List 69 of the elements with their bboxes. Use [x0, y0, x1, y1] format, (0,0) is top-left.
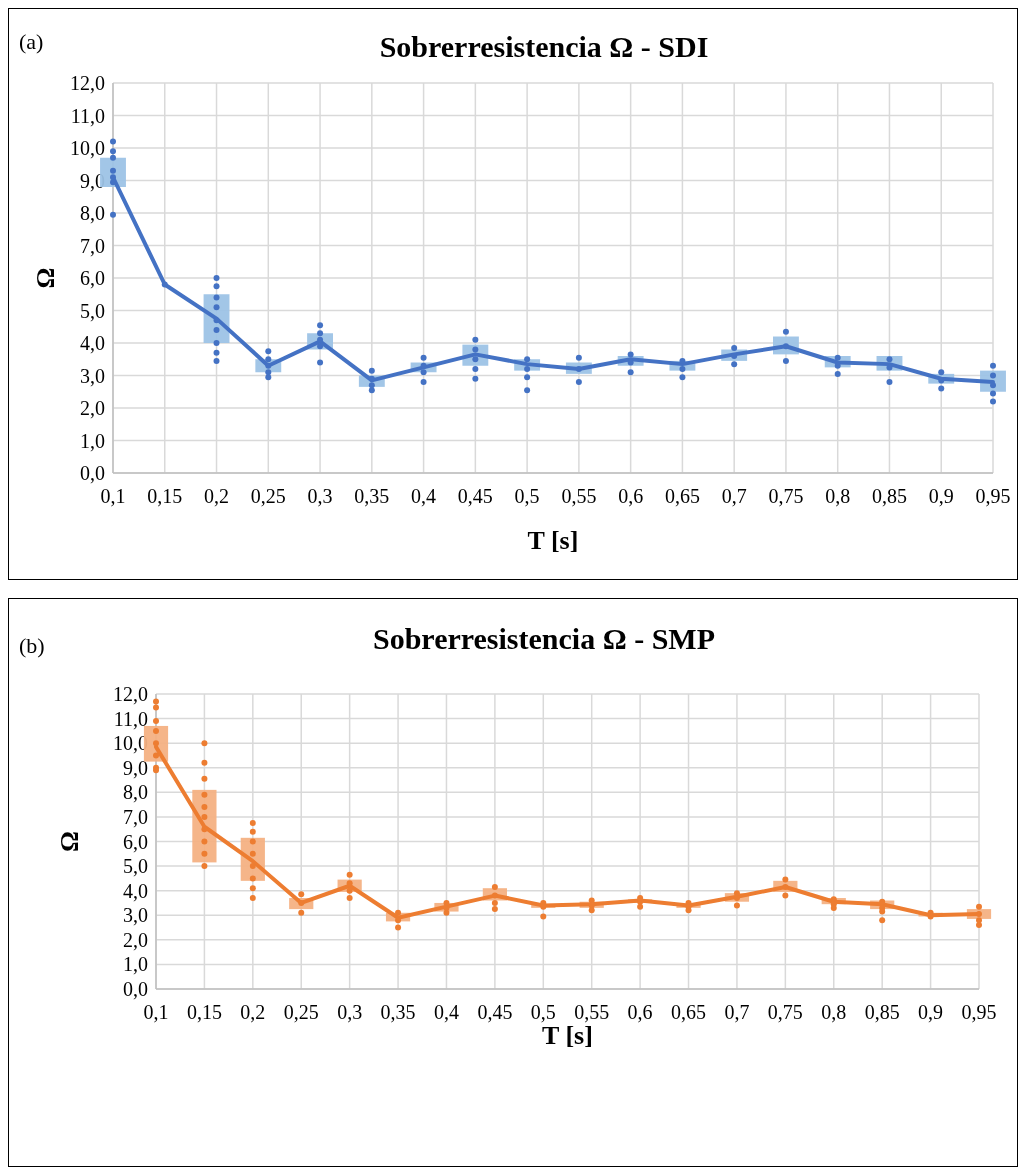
y-tick-label: 11,0 [70, 104, 105, 127]
y-tick-label: 6,0 [80, 267, 105, 289]
x-tick-label: 0,7 [721, 485, 747, 507]
x-tick-label: 0,1 [143, 1001, 169, 1023]
x-tick-label: 0,5 [514, 485, 540, 507]
y-tick-label: 6,0 [123, 830, 148, 853]
x-tick-label: 0,65 [671, 1001, 707, 1023]
x-tick-label: 0,75 [767, 1001, 803, 1023]
x-tick-label: 0,25 [250, 485, 286, 507]
x-tick-label: 0,55 [574, 1001, 610, 1023]
x-tick-label: 0,95 [961, 1001, 997, 1023]
y-tick-label: 1,0 [123, 953, 148, 976]
x-tick-label: 0,15 [147, 485, 183, 507]
y-axis-title: Ω [31, 267, 61, 289]
chart-title: Sobrerresistencia Ω - SDI [379, 30, 709, 63]
x-tick-label: 0,75 [768, 485, 804, 507]
x-tick-label: 0,9 [928, 485, 954, 507]
y-tick-label: 4,0 [80, 332, 105, 354]
y-axis-title: Ω [55, 831, 85, 852]
y-tick-label: 12,0 [70, 72, 105, 94]
x-tick-label: 0,6 [618, 485, 644, 507]
x-tick-label: 0,1 [100, 485, 126, 507]
y-tick-label: 3,0 [123, 904, 148, 927]
y-tick-label: 0,0 [123, 978, 148, 1000]
y-tick-label: 3,0 [80, 364, 105, 387]
x-tick-label: 0,8 [825, 485, 851, 507]
y-tick-label: 5,0 [80, 299, 105, 322]
x-tick-label: 0,15 [186, 1001, 222, 1023]
x-tick-label: 0,65 [664, 485, 700, 507]
y-tick-label: 5,0 [123, 855, 148, 878]
x-tick-label: 0,55 [561, 485, 597, 507]
y-tick-label: 7,0 [123, 805, 148, 828]
y-tick-label: 1,0 [80, 429, 105, 452]
y-tick-label: 4,0 [123, 879, 148, 902]
text: (a) [19, 29, 44, 54]
x-tick-label: 0,5 [530, 1001, 556, 1023]
x-tick-label: 0,4 [411, 485, 437, 507]
y-tick-label: 9,0 [80, 169, 105, 192]
x-tick-label: 0,8 [821, 1001, 847, 1023]
x-tick-label: 0,95 [975, 485, 1011, 507]
text: (b) [19, 633, 45, 658]
x-tick-label: 0,2 [204, 485, 230, 507]
chart-title: Sobrerresistencia Ω - SMP [372, 622, 716, 655]
y-tick-label: 9,0 [123, 756, 148, 779]
y-tick-label: 0,0 [80, 462, 105, 484]
y-tick-label: 2,0 [80, 397, 105, 419]
x-tick-label: 0,3 [307, 485, 333, 507]
x-tick-label: 0,6 [627, 1001, 653, 1023]
x-tick-label: 0,2 [240, 1001, 266, 1023]
x-tick-label: 0,85 [864, 1001, 900, 1023]
x-tick-label: 0,3 [337, 1001, 363, 1023]
y-tick-label: 10,0 [70, 137, 105, 159]
x-tick-label: 0,45 [477, 1001, 513, 1023]
y-tick-label: 11,0 [113, 707, 148, 730]
x-tick-label: 0,85 [871, 485, 907, 507]
x-tick-label: 0,35 [380, 1001, 416, 1023]
y-tick-label: 8,0 [123, 781, 148, 804]
y-tick-label: 2,0 [123, 928, 148, 951]
y-tick-label: 7,0 [80, 234, 105, 257]
x-axis-title: T [s] [527, 526, 579, 555]
x-tick-label: 0,45 [457, 485, 493, 507]
x-tick-label: 0,7 [724, 1001, 750, 1023]
y-tick-label: 8,0 [80, 202, 105, 224]
y-tick-label: 10,0 [113, 732, 148, 755]
x-tick-label: 0,9 [918, 1001, 944, 1023]
y-tick-label: 12,0 [113, 683, 148, 705]
x-tick-label: 0,25 [283, 1001, 319, 1023]
x-tick-label: 0,4 [433, 1001, 459, 1023]
x-tick-label: 0,35 [354, 485, 390, 507]
